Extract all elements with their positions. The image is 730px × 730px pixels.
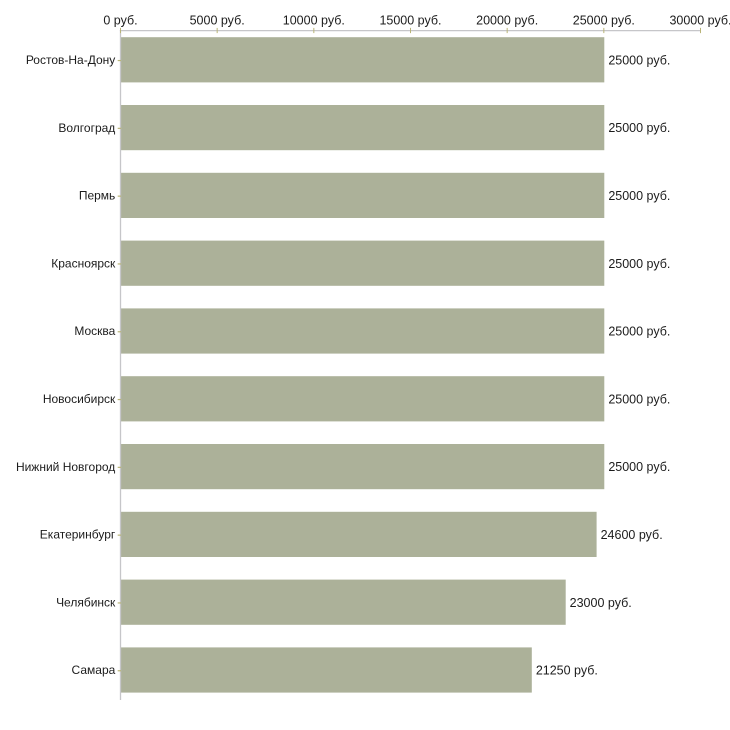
svg-text:25000 руб.: 25000 руб. — [608, 392, 670, 406]
svg-text:0 руб.: 0 руб. — [103, 14, 137, 28]
svg-text:5000 руб.: 5000 руб. — [190, 14, 245, 28]
svg-text:Челябинск: Челябинск — [56, 595, 116, 609]
svg-text:25000 руб.: 25000 руб. — [608, 189, 670, 203]
svg-text:25000 руб.: 25000 руб. — [608, 53, 670, 67]
svg-text:25000 руб.: 25000 руб. — [608, 325, 670, 339]
svg-text:24600 руб.: 24600 руб. — [601, 528, 663, 542]
svg-text:Самара: Самара — [72, 663, 116, 677]
svg-text:Волгоград: Волгоград — [58, 121, 115, 135]
svg-text:Новосибирск: Новосибирск — [43, 392, 116, 406]
svg-text:25000 руб.: 25000 руб. — [608, 257, 670, 271]
svg-text:Красноярск: Красноярск — [51, 256, 116, 270]
svg-text:25000 руб.: 25000 руб. — [608, 460, 670, 474]
svg-text:25000 руб.: 25000 руб. — [573, 14, 635, 28]
svg-text:21250 руб.: 21250 руб. — [536, 664, 598, 678]
svg-text:Нижний Новгород: Нижний Новгород — [16, 460, 115, 474]
svg-text:Москва: Москва — [74, 324, 115, 338]
svg-text:Пермь: Пермь — [79, 189, 115, 203]
svg-text:Ростов-На-Дону: Ростов-На-Дону — [26, 53, 115, 67]
svg-text:10000 руб.: 10000 руб. — [283, 14, 345, 28]
svg-text:20000 руб.: 20000 руб. — [476, 14, 538, 28]
svg-text:Екатеринбург: Екатеринбург — [40, 528, 116, 542]
svg-text:30000 руб.: 30000 руб. — [669, 14, 730, 28]
svg-text:23000 руб.: 23000 руб. — [570, 596, 632, 610]
svg-text:25000 руб.: 25000 руб. — [608, 121, 670, 135]
svg-text:15000 руб.: 15000 руб. — [379, 14, 441, 28]
